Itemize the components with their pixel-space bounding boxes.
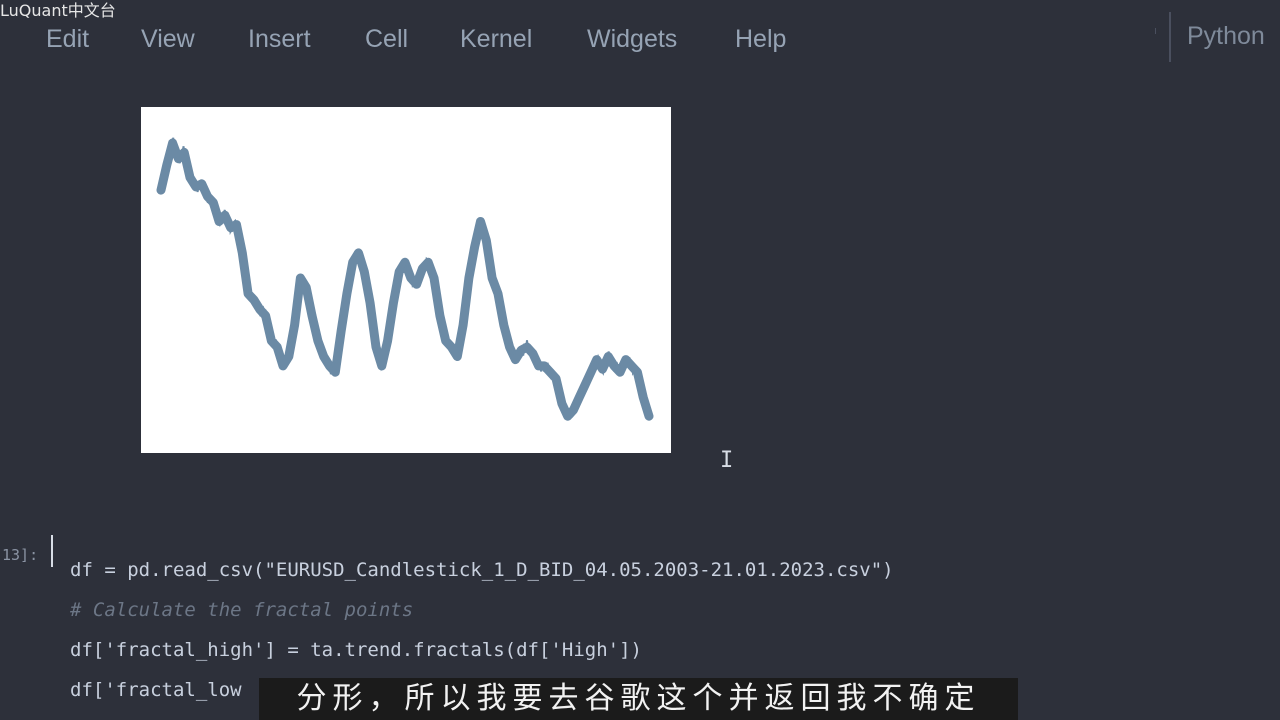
kernel-divider <box>1169 12 1171 62</box>
kernel-indicator[interactable]: Python <box>1187 22 1265 50</box>
cell-output-plot <box>141 107 671 453</box>
menu-cell[interactable]: Cell <box>365 25 409 53</box>
price-series-band <box>156 138 654 421</box>
code-line-1[interactable]: df = pd.read_csv("EURUSD_Candlestick_1_D… <box>70 559 894 581</box>
cell-prompt: 13]: <box>2 546 39 564</box>
price-line-chart <box>156 137 654 421</box>
cell-active-border <box>51 535 53 567</box>
code-line-4[interactable]: df['fractal_low <box>70 679 242 701</box>
channel-watermark: LuQuant中文台 <box>0 1 116 20</box>
video-subtitle: 分形，所以我要去谷歌这个并返回我不确定 <box>259 678 1018 720</box>
code-line-2-comment[interactable]: # Calculate the fractal points <box>70 599 414 621</box>
menu-insert[interactable]: Insert <box>248 25 311 53</box>
menu-help[interactable]: Help <box>735 25 787 53</box>
menu-bar: Edit View Insert Cell Kernel Widgets Hel… <box>0 18 1280 62</box>
price-series-line <box>160 137 650 419</box>
menu-view[interactable]: View <box>141 25 195 53</box>
toolbar-tick <box>1155 28 1156 34</box>
text-cursor-icon: I <box>720 448 734 473</box>
code-line-3[interactable]: df['fractal_high'] = ta.trend.fractals(d… <box>70 639 642 661</box>
menu-edit[interactable]: Edit <box>46 25 90 53</box>
menu-kernel[interactable]: Kernel <box>460 25 533 53</box>
menu-widgets[interactable]: Widgets <box>587 25 678 53</box>
